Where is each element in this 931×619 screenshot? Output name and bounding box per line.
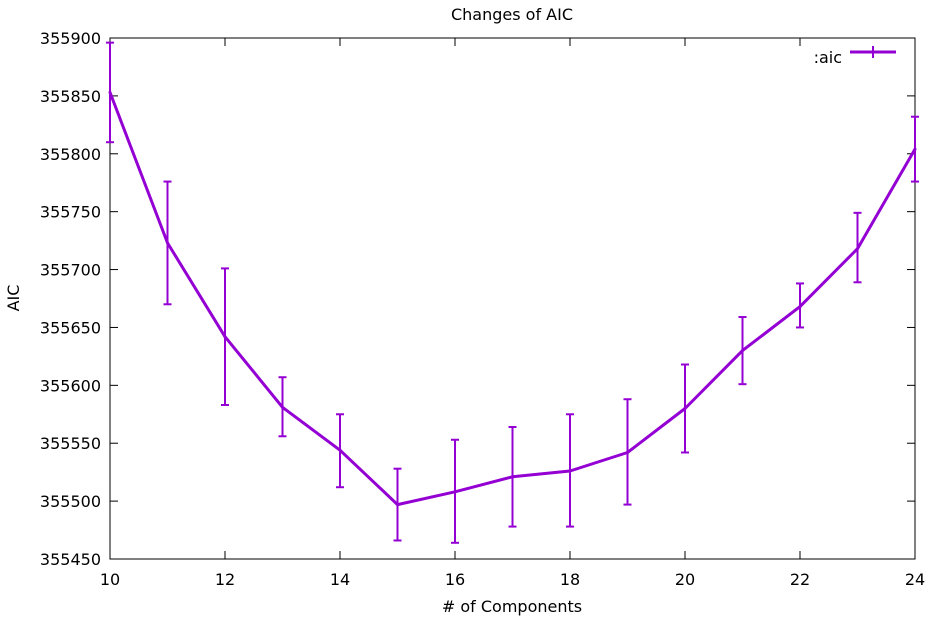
x-tick-label: 14 bbox=[330, 570, 350, 589]
y-tick-label: 355650 bbox=[40, 318, 101, 337]
x-tick-label: 24 bbox=[905, 570, 925, 589]
data-point bbox=[281, 405, 284, 409]
series-layer bbox=[106, 41, 919, 544]
data-point bbox=[511, 475, 514, 479]
y-tick-label: 355700 bbox=[40, 261, 101, 280]
axes: 10 12 14 16 18 20 22 24 355450 355500 355550 355600… bbox=[40, 29, 925, 589]
data-point bbox=[166, 241, 169, 245]
x-axis-label: # of Components bbox=[442, 597, 582, 616]
y-tick-label: 355800 bbox=[40, 145, 101, 164]
data-point bbox=[223, 335, 227, 339]
plot-border bbox=[109, 37, 916, 560]
y-tick-label: 355600 bbox=[40, 376, 101, 395]
y-axis-label: AIC bbox=[4, 285, 23, 312]
x-tick-label: 16 bbox=[445, 570, 465, 589]
data-point bbox=[396, 503, 399, 507]
chart-title: Changes of AIC bbox=[451, 5, 573, 24]
legend-label: :aic bbox=[814, 48, 842, 67]
data-point bbox=[626, 450, 629, 454]
data-point bbox=[338, 448, 342, 452]
x-tick-label: 22 bbox=[790, 570, 810, 589]
y-tick-label: 355500 bbox=[40, 492, 101, 511]
x-tick-label: 12 bbox=[215, 570, 235, 589]
data-point bbox=[798, 305, 802, 309]
x-tick-label: 10 bbox=[100, 570, 120, 589]
y-tick-label: 355450 bbox=[40, 550, 101, 569]
x-tick-label: 18 bbox=[560, 570, 580, 589]
data-point bbox=[683, 406, 687, 410]
y-tick-label: 355850 bbox=[40, 87, 101, 106]
data-point bbox=[913, 147, 917, 151]
y-tick-label: 355550 bbox=[40, 434, 101, 453]
y-tick-label: 355900 bbox=[40, 29, 101, 48]
x-tick-label: 20 bbox=[675, 570, 695, 589]
legend: :aic bbox=[814, 46, 896, 67]
data-point bbox=[108, 90, 112, 94]
data-point bbox=[568, 469, 572, 473]
data-point bbox=[856, 247, 859, 251]
data-point bbox=[741, 349, 744, 353]
data-point bbox=[453, 490, 457, 494]
y-tick-label: 355750 bbox=[40, 203, 101, 222]
